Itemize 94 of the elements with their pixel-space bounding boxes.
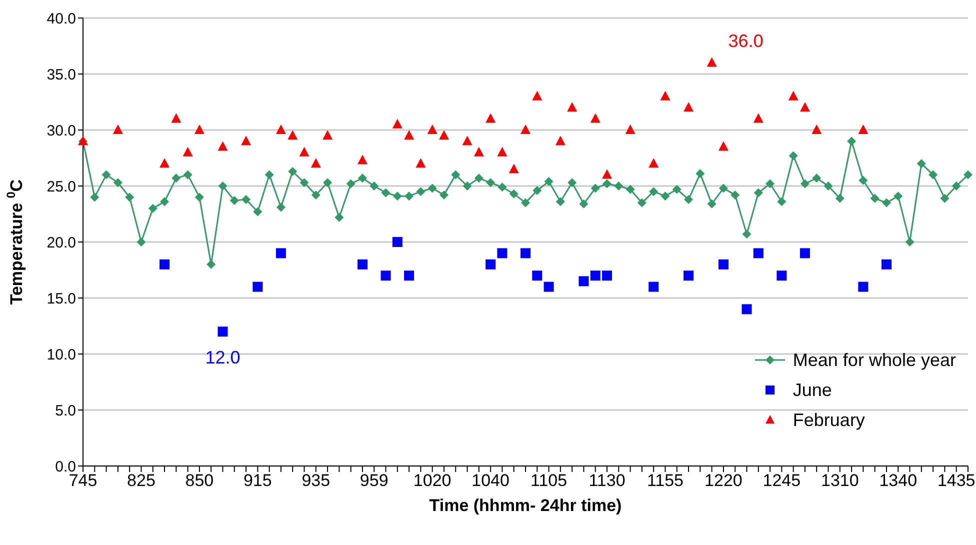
point (648, 158, 659, 168)
point (602, 270, 612, 281)
x-tick-label: 1220 (704, 471, 742, 490)
data-label: 12.0 (205, 348, 240, 368)
point (555, 136, 566, 146)
point (753, 113, 764, 123)
point (602, 169, 612, 179)
point (590, 113, 600, 123)
point (276, 124, 286, 134)
point (532, 270, 542, 281)
point (322, 130, 333, 140)
y-tick-label: 35.0 (46, 66, 76, 84)
point (648, 282, 659, 292)
x-tick-label: 915 (243, 471, 272, 490)
point (800, 102, 810, 112)
point (438, 130, 449, 140)
point (800, 248, 810, 258)
point (520, 124, 530, 134)
point (497, 146, 508, 156)
point (241, 136, 252, 146)
x-tick-label: 850 (185, 471, 214, 490)
point (788, 90, 798, 100)
y-tick-label: 5.0 (55, 402, 76, 420)
point (508, 164, 519, 174)
x-tick-label: 1340 (879, 471, 918, 490)
legend-label: June (792, 380, 832, 400)
point (404, 270, 414, 281)
point (812, 124, 822, 134)
legend-label: February (792, 410, 865, 430)
point (718, 259, 728, 270)
point (544, 282, 554, 292)
point (706, 57, 717, 67)
point (776, 270, 787, 281)
point (520, 248, 530, 258)
x-axis-title: Time (hhmm- 24hr time) (429, 496, 622, 515)
point (288, 130, 298, 140)
point (881, 259, 892, 270)
point (160, 158, 170, 168)
point (742, 304, 752, 314)
y-tick-label: 40.0 (46, 10, 76, 28)
point (625, 124, 636, 134)
point (858, 124, 868, 134)
point (218, 141, 228, 151)
point (753, 248, 764, 258)
point (218, 326, 228, 337)
point (684, 102, 694, 112)
point (567, 102, 578, 112)
point (171, 113, 182, 123)
point (299, 146, 310, 156)
x-tick-label: 1155 (646, 471, 684, 490)
y-tick-label: 20.0 (46, 234, 76, 252)
point (416, 158, 426, 168)
point (427, 124, 438, 134)
point (112, 124, 123, 134)
point (684, 270, 694, 281)
x-tick-label: 1130 (588, 471, 626, 490)
x-tick-label: 1105 (530, 471, 568, 490)
point (660, 90, 670, 100)
point (357, 154, 368, 164)
x-tick-label: 1245 (762, 471, 801, 490)
point (310, 158, 321, 168)
x-tick-label: 825 (127, 471, 156, 490)
point (590, 270, 600, 281)
point (497, 248, 508, 258)
y-tick-label: 25.0 (46, 178, 76, 196)
point (380, 270, 391, 281)
x-tick-label: 1020 (413, 471, 452, 490)
x-tick-label: 1310 (820, 471, 859, 490)
point (357, 259, 368, 270)
point (404, 130, 414, 140)
x-tick-label: 935 (302, 471, 330, 490)
y-tick-label: 15.0 (46, 290, 76, 308)
point (182, 146, 193, 156)
point (462, 136, 472, 146)
y-tick-label: 30.0 (46, 122, 76, 140)
point (474, 146, 484, 156)
point (392, 237, 402, 247)
point (194, 124, 204, 134)
data-label: 36.0 (728, 30, 764, 51)
point (578, 276, 589, 286)
point (252, 282, 263, 292)
x-tick-label: 959 (360, 471, 388, 490)
y-tick-label: 10.0 (46, 346, 76, 364)
point (392, 118, 402, 128)
point (858, 282, 868, 292)
x-tick-label: 1435 (937, 471, 976, 490)
point (160, 259, 170, 270)
x-tick-label: 1040 (472, 471, 510, 490)
point (718, 141, 728, 151)
point (276, 248, 286, 258)
legend-label: Mean for whole year (792, 350, 956, 370)
point (486, 259, 496, 270)
point (532, 90, 542, 100)
point (486, 113, 496, 123)
